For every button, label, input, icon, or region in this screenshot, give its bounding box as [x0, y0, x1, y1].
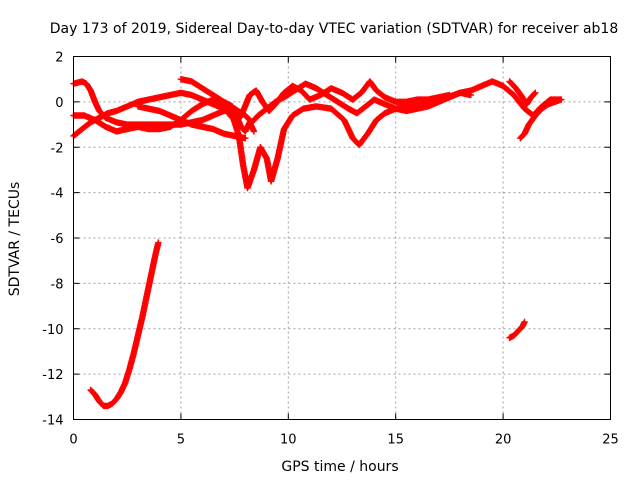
x-tick-label: 25 [602, 433, 619, 448]
y-tick-label: -10 [42, 323, 63, 338]
x-axis-label: GPS time / hours [281, 459, 398, 475]
y-tick-label: -4 [51, 187, 64, 202]
y-tick-label: -6 [51, 232, 64, 247]
series-track-7 [506, 78, 539, 108]
y-tick-label: 2 [55, 51, 63, 66]
data-point [446, 91, 453, 99]
data-marks [70, 75, 565, 410]
x-tick-label: 20 [495, 433, 512, 448]
x-tick-label: 15 [387, 433, 404, 448]
y-tick-label: -2 [51, 141, 64, 156]
data-point [521, 318, 528, 326]
series-track-5 [134, 103, 249, 142]
y-axis-label: SDTVAR / TECUs [7, 182, 23, 297]
series-track-6 [517, 96, 565, 142]
data-point [242, 134, 249, 142]
series-low-arc [87, 239, 162, 410]
y-tick-label: -12 [42, 368, 63, 383]
x-tick-label: 10 [280, 433, 297, 448]
chart-title: Day 173 of 2019, Sidereal Day-to-day VTE… [50, 21, 619, 37]
data-point [155, 239, 162, 246]
y-tick-label: 0 [55, 96, 63, 111]
data-point [532, 89, 539, 96]
series-track-2 [70, 89, 475, 192]
series-track-3 [70, 78, 453, 135]
series-track-4 [177, 75, 258, 135]
y-tick-label: -8 [51, 277, 64, 292]
data-point [531, 90, 538, 97]
x-tick-label: 0 [69, 433, 77, 448]
x-tick-label: 5 [177, 433, 185, 448]
data-point [250, 128, 258, 135]
data-point [467, 91, 475, 99]
plot-frame [73, 56, 611, 420]
series-short-segment [506, 318, 528, 342]
y-tick-label: -14 [42, 414, 63, 429]
data-point [557, 96, 565, 103]
